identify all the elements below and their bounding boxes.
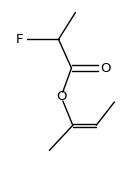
- Text: O: O: [56, 90, 66, 103]
- Text: O: O: [100, 62, 110, 74]
- Text: F: F: [16, 33, 23, 46]
